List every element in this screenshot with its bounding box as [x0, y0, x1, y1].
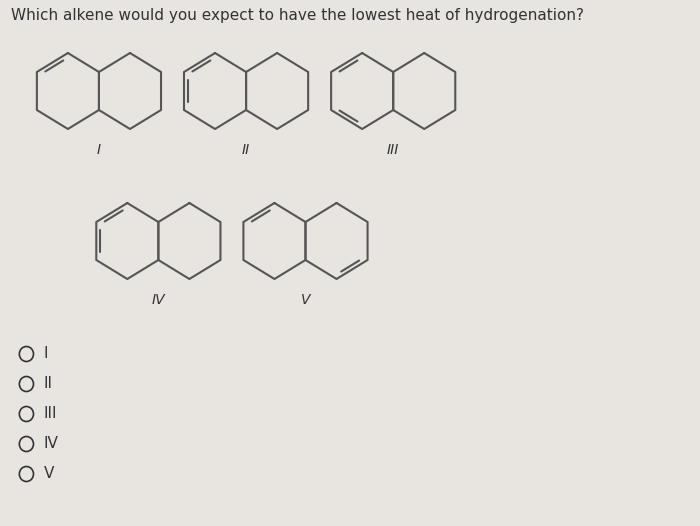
Text: III: III: [387, 143, 400, 157]
Text: V: V: [301, 293, 310, 307]
Text: II: II: [43, 377, 52, 391]
Text: III: III: [43, 407, 57, 421]
Text: I: I: [43, 347, 48, 361]
Text: Which alkene would you expect to have the lowest heat of hydrogenation?: Which alkene would you expect to have th…: [11, 8, 584, 23]
Text: IV: IV: [151, 293, 165, 307]
Text: IV: IV: [43, 437, 58, 451]
Text: II: II: [242, 143, 250, 157]
Text: I: I: [97, 143, 101, 157]
Text: V: V: [43, 467, 54, 481]
